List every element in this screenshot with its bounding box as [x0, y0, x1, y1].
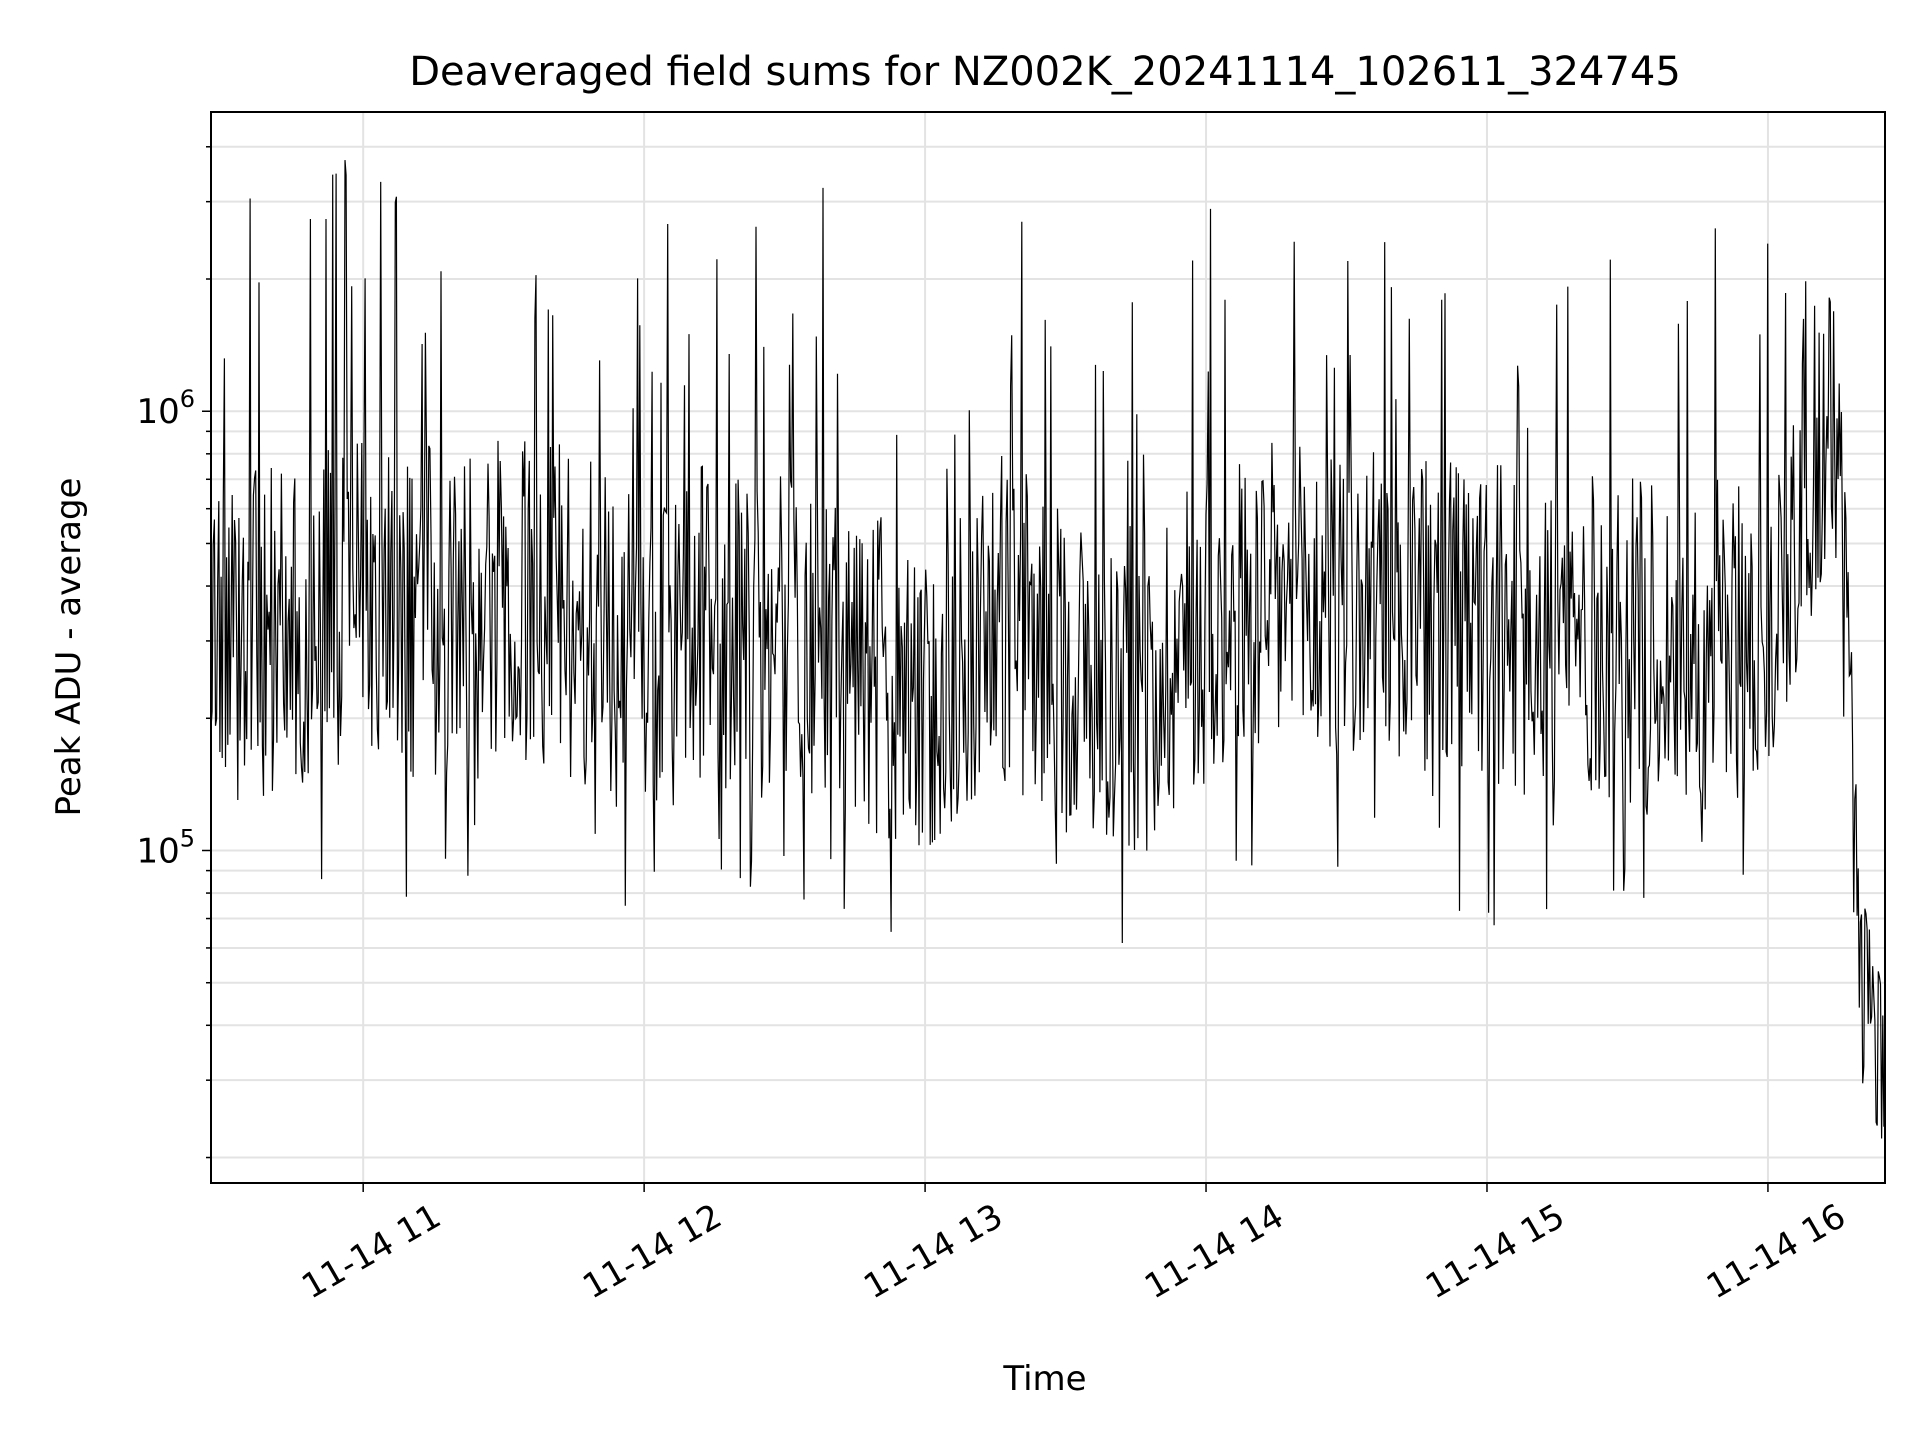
x-axis-label: Time — [1002, 1359, 1086, 1399]
y-axis-label: Peak ADU - average — [49, 478, 89, 817]
y-tick-label: 106 — [136, 385, 195, 432]
chart-title: Deaveraged field sums for NZ002K_2024111… — [409, 49, 1681, 95]
plot-frame — [210, 111, 1886, 1184]
series-line — [210, 160, 1886, 1139]
y-tick-label: 105 — [136, 824, 195, 871]
series-layer — [210, 160, 1886, 1139]
